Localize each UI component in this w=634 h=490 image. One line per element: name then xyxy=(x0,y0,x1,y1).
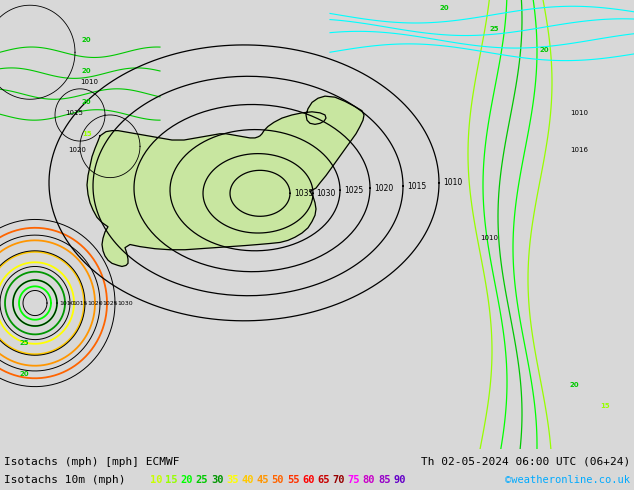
Text: 1035: 1035 xyxy=(294,189,313,198)
Text: 1025: 1025 xyxy=(344,186,363,195)
Text: 45: 45 xyxy=(257,475,269,485)
Text: 1020: 1020 xyxy=(87,300,103,306)
Text: 15: 15 xyxy=(82,131,92,137)
Text: 85: 85 xyxy=(378,475,391,485)
Text: 20: 20 xyxy=(181,475,193,485)
Text: 80: 80 xyxy=(363,475,375,485)
Text: 1010: 1010 xyxy=(80,78,98,85)
Text: 20: 20 xyxy=(82,37,92,43)
Text: Th 02-05-2024 06:00 UTC (06+24): Th 02-05-2024 06:00 UTC (06+24) xyxy=(421,457,630,466)
Text: 25: 25 xyxy=(20,340,30,346)
Text: 1030: 1030 xyxy=(316,189,335,198)
Text: 50: 50 xyxy=(271,475,284,485)
Text: Isotachs 10m (mph): Isotachs 10m (mph) xyxy=(4,475,126,485)
Text: 1010: 1010 xyxy=(480,235,498,242)
Text: 20: 20 xyxy=(82,99,92,105)
Text: 25: 25 xyxy=(490,26,500,32)
Text: 20: 20 xyxy=(440,5,450,11)
Text: 90: 90 xyxy=(393,475,406,485)
Text: 20: 20 xyxy=(82,68,92,74)
Text: 20: 20 xyxy=(570,382,579,388)
Text: 60: 60 xyxy=(302,475,314,485)
Text: 10: 10 xyxy=(150,475,163,485)
Text: 1010: 1010 xyxy=(59,300,75,306)
Text: 1015: 1015 xyxy=(65,110,83,116)
Text: Isotachs (mph) [mph] ECMWF: Isotachs (mph) [mph] ECMWF xyxy=(4,457,179,466)
Text: 1010: 1010 xyxy=(570,110,588,116)
Text: 15: 15 xyxy=(165,475,178,485)
Text: ©weatheronline.co.uk: ©weatheronline.co.uk xyxy=(505,475,630,485)
Text: 1020: 1020 xyxy=(68,147,86,152)
Text: 20: 20 xyxy=(20,371,30,377)
Text: 65: 65 xyxy=(317,475,330,485)
Text: 1015: 1015 xyxy=(72,300,87,306)
Text: 1025: 1025 xyxy=(102,300,118,306)
Text: 1015: 1015 xyxy=(407,181,426,191)
Text: 1010: 1010 xyxy=(443,178,462,187)
Text: 35: 35 xyxy=(226,475,238,485)
Text: 1020: 1020 xyxy=(374,184,393,193)
Text: 70: 70 xyxy=(332,475,345,485)
Text: 1016: 1016 xyxy=(570,147,588,152)
Polygon shape xyxy=(87,96,364,267)
Text: 75: 75 xyxy=(347,475,360,485)
Text: 40: 40 xyxy=(242,475,254,485)
Text: 15: 15 xyxy=(600,402,610,409)
Text: 20: 20 xyxy=(540,47,550,53)
Text: 55: 55 xyxy=(287,475,299,485)
Text: 1030: 1030 xyxy=(117,300,133,306)
Text: 25: 25 xyxy=(196,475,209,485)
Text: 30: 30 xyxy=(211,475,223,485)
